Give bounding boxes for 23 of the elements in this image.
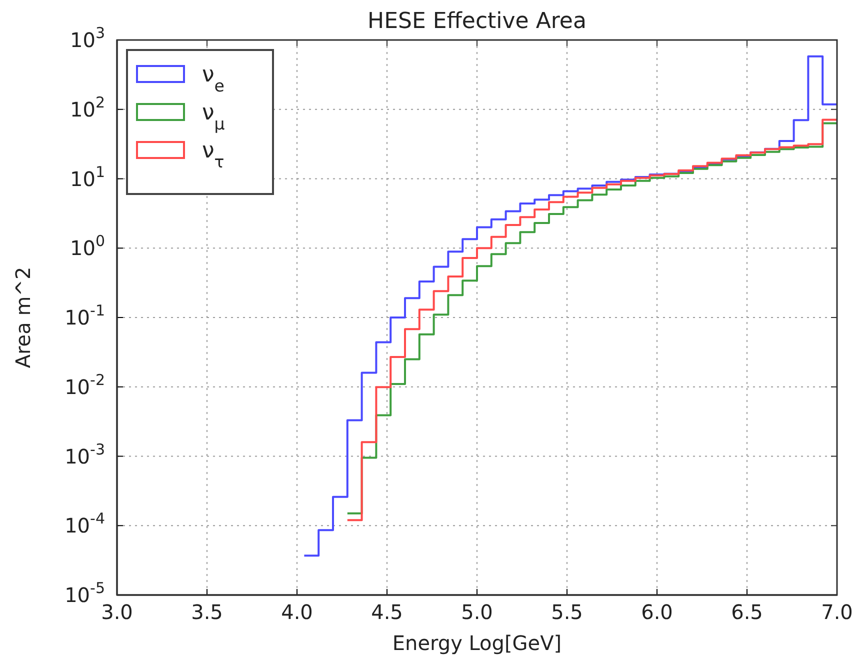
y-tick-label: 10$^{-1}$ [64, 302, 105, 330]
x-tick-label: 5.0 [461, 600, 493, 624]
x-tick-label: 6.5 [731, 600, 763, 624]
legend-label: ν$_{e}$ [202, 62, 224, 96]
legend-label: ν$_{μ}$ [202, 100, 226, 134]
x-tick-label: 7.0 [821, 600, 853, 624]
x-tick-label: 6.0 [641, 600, 673, 624]
y-tick-label: 10$^{2}$ [70, 93, 105, 122]
y-tick-label: 10$^{0}$ [70, 232, 105, 260]
x-tick-label: 4.5 [371, 600, 403, 624]
x-axis-title: Energy Log[GeV] [392, 631, 562, 655]
legend-label: ν$_{τ}$ [202, 138, 224, 172]
x-tick-label: 5.5 [551, 600, 583, 624]
y-tick-label: 10$^{1}$ [70, 162, 105, 191]
y-tick-label: 10$^{-2}$ [64, 370, 105, 399]
x-tick-label: 3.0 [101, 600, 133, 624]
x-tick-label: 4.0 [281, 600, 313, 624]
y-tick-label: 10$^{-4}$ [64, 510, 105, 538]
y-tick-label: 10$^{-3}$ [64, 440, 105, 468]
y-tick-label: 10$^{3}$ [70, 24, 105, 52]
y-axis-title: Area m^2 [11, 266, 35, 368]
chart-title: HESE Effective Area [368, 9, 586, 34]
x-tick-label: 3.5 [191, 600, 223, 624]
